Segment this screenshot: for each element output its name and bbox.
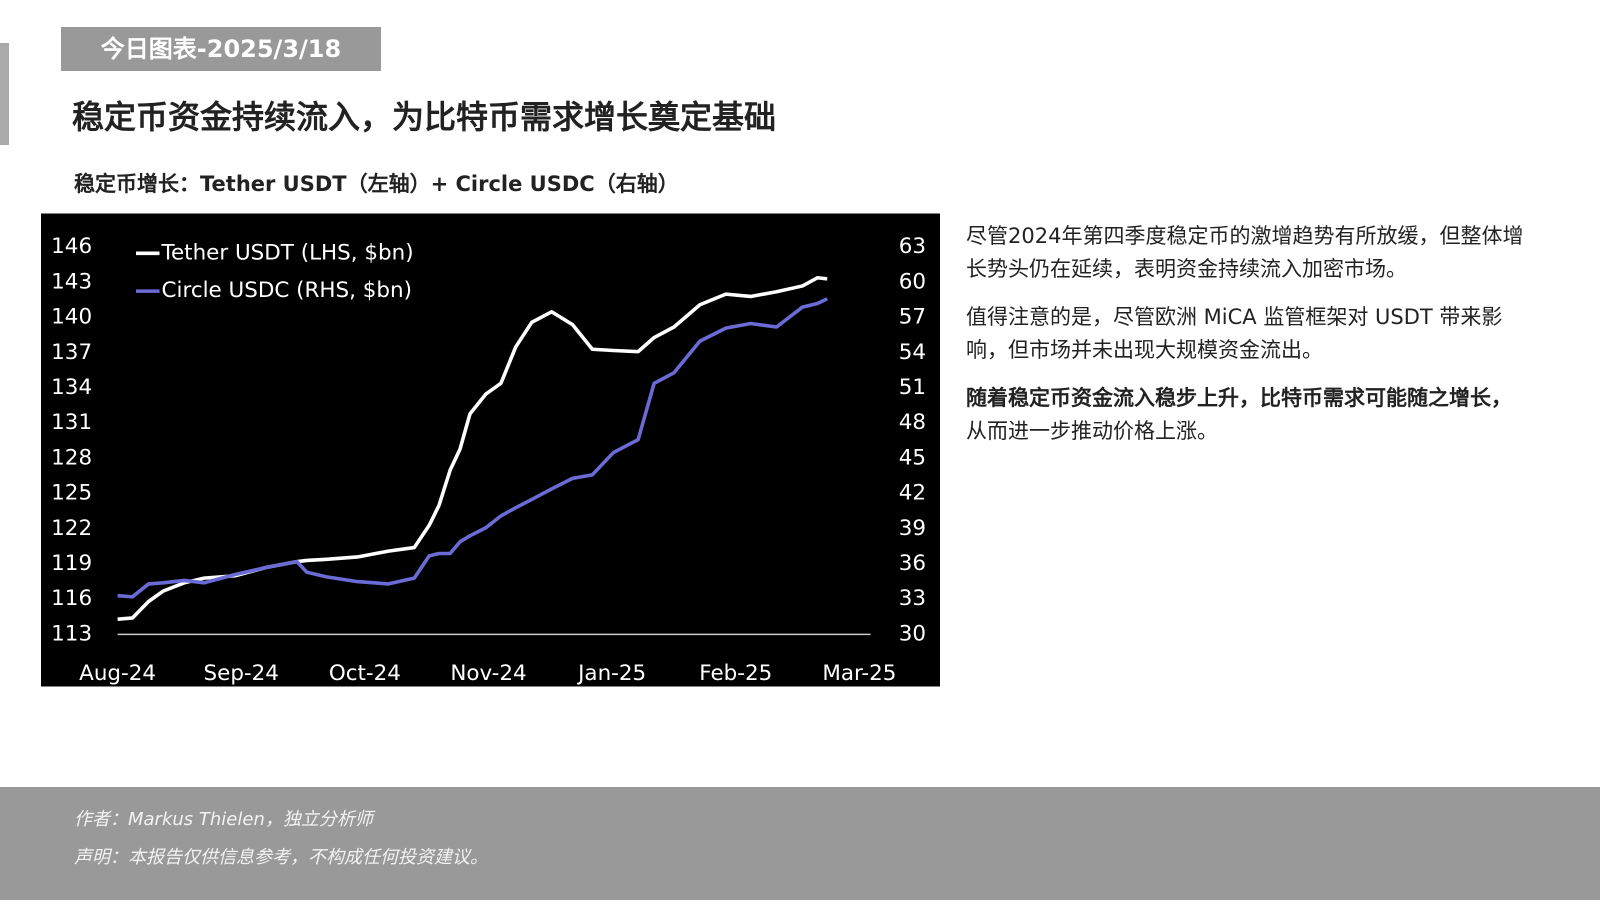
legend-label: Circle USDC (RHS, $bn): [162, 278, 412, 303]
x-tick-label: Sep-24: [204, 661, 279, 686]
x-tick-label: Nov-24: [450, 661, 526, 686]
y2-tick-label: 54: [899, 340, 926, 365]
y2-tick-label: 45: [899, 445, 926, 470]
side-bar: [0, 43, 9, 145]
y2-tick-label: 51: [899, 375, 926, 400]
date-tag: 今日图表-2025/3/18: [61, 27, 381, 71]
y2-tick-label: 39: [899, 516, 926, 541]
y2-tick-label: 63: [899, 234, 926, 259]
x-tick-label: Feb-25: [699, 661, 772, 686]
commentary: 尽管2024年第四季度稳定币的激增趋势有所放缓，但整体增长势头仍在延续，表明资金…: [966, 220, 1526, 463]
paragraph: 尽管2024年第四季度稳定币的激增趋势有所放缓，但整体增长势头仍在延续，表明资金…: [966, 224, 1524, 281]
text: 从而进一步推动价格上涨。: [966, 419, 1218, 443]
chart-subtitle: 稳定币增长：Tether USDT（左轴）+ Circle USDC（右轴）: [74, 172, 679, 196]
y2-tick-label: 30: [899, 621, 926, 646]
y2-tick-label: 42: [899, 481, 926, 506]
y-tick-label: 119: [51, 551, 92, 576]
author: 作者：Markus Thielen，独立分析师: [74, 809, 373, 830]
paragraph: 随着稳定币资金流入稳步上升，比特币需求可能随之增长， 从而进一步推动价格上涨。: [966, 382, 1526, 448]
y2-tick-label: 36: [899, 551, 926, 576]
y2-tick-label: 33: [899, 586, 926, 611]
x-tick-label: Aug-24: [79, 661, 156, 686]
y-tick-label: 140: [51, 305, 92, 330]
y2-tick-label: 48: [899, 410, 926, 435]
paragraph: 值得注意的是，尽管欧洲 MiCA 监管框架对 USDT 带来影响，但市场并未出现…: [966, 305, 1503, 362]
y-tick-label: 134: [51, 375, 92, 400]
y-tick-label: 125: [51, 481, 92, 506]
footer: 作者：Markus Thielen，独立分析师 声明：本报告仅供信息参考，不构成…: [0, 787, 1600, 900]
legend-label: Tether USDT (LHS, $bn): [161, 240, 414, 265]
y-tick-label: 137: [51, 340, 92, 365]
x-tick-label: Mar-25: [822, 661, 896, 686]
x-tick-label: Oct-24: [329, 661, 401, 686]
y-tick-label: 122: [51, 516, 92, 541]
y-tick-label: 146: [51, 234, 92, 259]
chart-background: [41, 213, 940, 687]
y-tick-label: 116: [51, 586, 92, 611]
bold-text: 随着稳定币资金流入稳步上升，比特币需求可能随之增长，: [966, 386, 1512, 410]
chart: 113 116 119 122 125 128 131 134 137 140 143 146 30 33…: [41, 213, 940, 687]
x-tick-label: Jan-25: [576, 661, 646, 686]
y-tick-label: 128: [51, 445, 92, 470]
y-tick-label: 113: [51, 621, 92, 646]
y2-tick-label: 60: [899, 269, 926, 294]
y2-tick-label: 57: [899, 305, 926, 330]
series-line: [117, 297, 828, 599]
slide-title: 稳定币资金持续流入，为比特币需求增长奠定基础: [72, 98, 777, 136]
y-tick-label: 143: [51, 269, 92, 294]
y-tick-label: 131: [51, 410, 92, 435]
disclaimer: 声明：本报告仅供信息参考，不构成任何投资建议。: [74, 847, 488, 868]
